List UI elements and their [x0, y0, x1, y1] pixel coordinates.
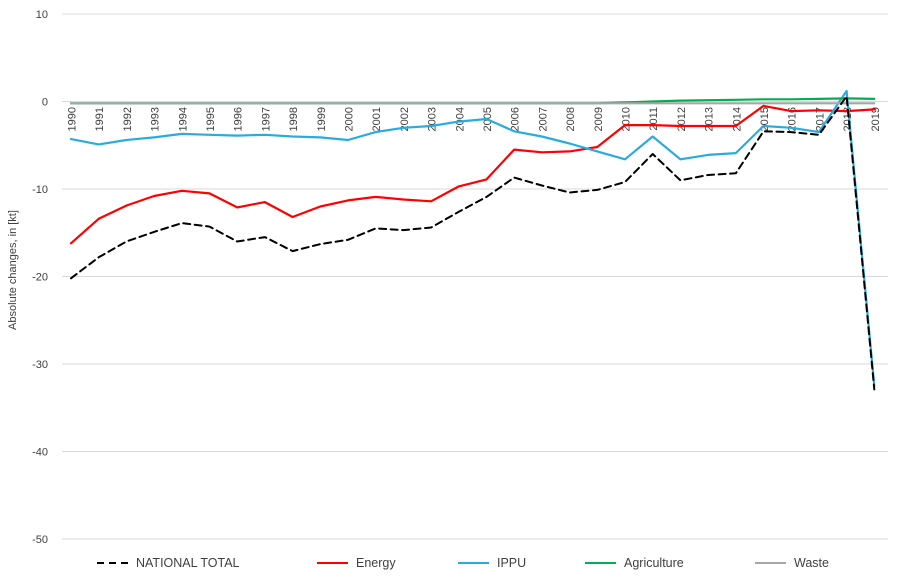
legend-item-ippu: IPPU: [458, 556, 526, 570]
legend-item-energy: Energy: [317, 556, 396, 570]
x-tick-label: 2019: [870, 107, 882, 131]
plot-area: 10 0 -10 -20 -30 -40 -50 1990 1991 1992 1993 1994 19…: [32, 9, 888, 546]
legend-label-energy: Energy: [356, 556, 396, 570]
x-tick-label: 1997: [260, 107, 272, 131]
x-tick-label: 2012: [676, 107, 688, 131]
ippu-line-swatch: [458, 561, 489, 565]
x-tick-label: 2000: [344, 107, 356, 131]
y-tick-label: 10: [36, 9, 48, 21]
x-tick-label: 2009: [593, 107, 605, 131]
x-tick-label: 2002: [399, 107, 411, 131]
legend-label-national-total: NATIONAL TOTAL: [136, 556, 240, 570]
x-tick-label: 2016: [787, 107, 799, 131]
legend-item-national-total: NATIONAL TOTAL: [97, 556, 240, 570]
agriculture-line-swatch: [585, 561, 616, 565]
x-tick-label: 2006: [510, 107, 522, 131]
x-tick-label: 1994: [177, 107, 189, 131]
waste-line-swatch: [755, 561, 786, 565]
x-tick-label: 1991: [94, 107, 106, 131]
legend-item-waste: Waste: [755, 556, 829, 570]
x-tick-label: 1999: [316, 107, 328, 131]
x-tick-label: 2004: [454, 107, 466, 131]
y-tick-label: -40: [32, 447, 48, 459]
x-tick-label: 2007: [537, 107, 549, 131]
x-tick-label: 2014: [731, 107, 743, 131]
y-tick-label: -50: [32, 534, 48, 546]
x-tick-label: 1993: [150, 107, 162, 131]
legend-label-ippu: IPPU: [497, 556, 527, 570]
x-tick-label: 1998: [288, 107, 300, 131]
y-axis-title: Absolute changes, in [kt]: [7, 210, 19, 330]
y-tick-label: 0: [42, 97, 48, 109]
y-tick-label: -20: [32, 272, 48, 284]
y-tick-label: -10: [32, 184, 48, 196]
x-tick-label: 1996: [233, 107, 245, 131]
x-tick-label: 1992: [122, 107, 134, 131]
series-line-national-total: [70, 95, 876, 391]
series-line-energy: [69, 104, 876, 245]
x-tick-label: 1990: [67, 107, 79, 131]
series-line-ippu: [69, 89, 876, 387]
x-tick-label: 1995: [205, 107, 217, 131]
legend-label-waste: Waste: [794, 556, 829, 570]
x-tick-label: 2011: [648, 107, 660, 131]
x-tick-label: 2001: [371, 107, 383, 131]
energy-line-swatch: [317, 561, 348, 565]
y-tick-label: -30: [32, 359, 48, 371]
x-tick-label: 2003: [427, 107, 439, 131]
x-tick-label: 2018: [842, 107, 854, 131]
national-total-line-swatch: [97, 561, 128, 565]
x-tick-label: 2013: [704, 107, 716, 131]
legend-item-agriculture: Agriculture: [585, 556, 684, 570]
legend-label-agriculture: Agriculture: [624, 556, 684, 570]
x-tick-label: 2008: [565, 107, 577, 131]
